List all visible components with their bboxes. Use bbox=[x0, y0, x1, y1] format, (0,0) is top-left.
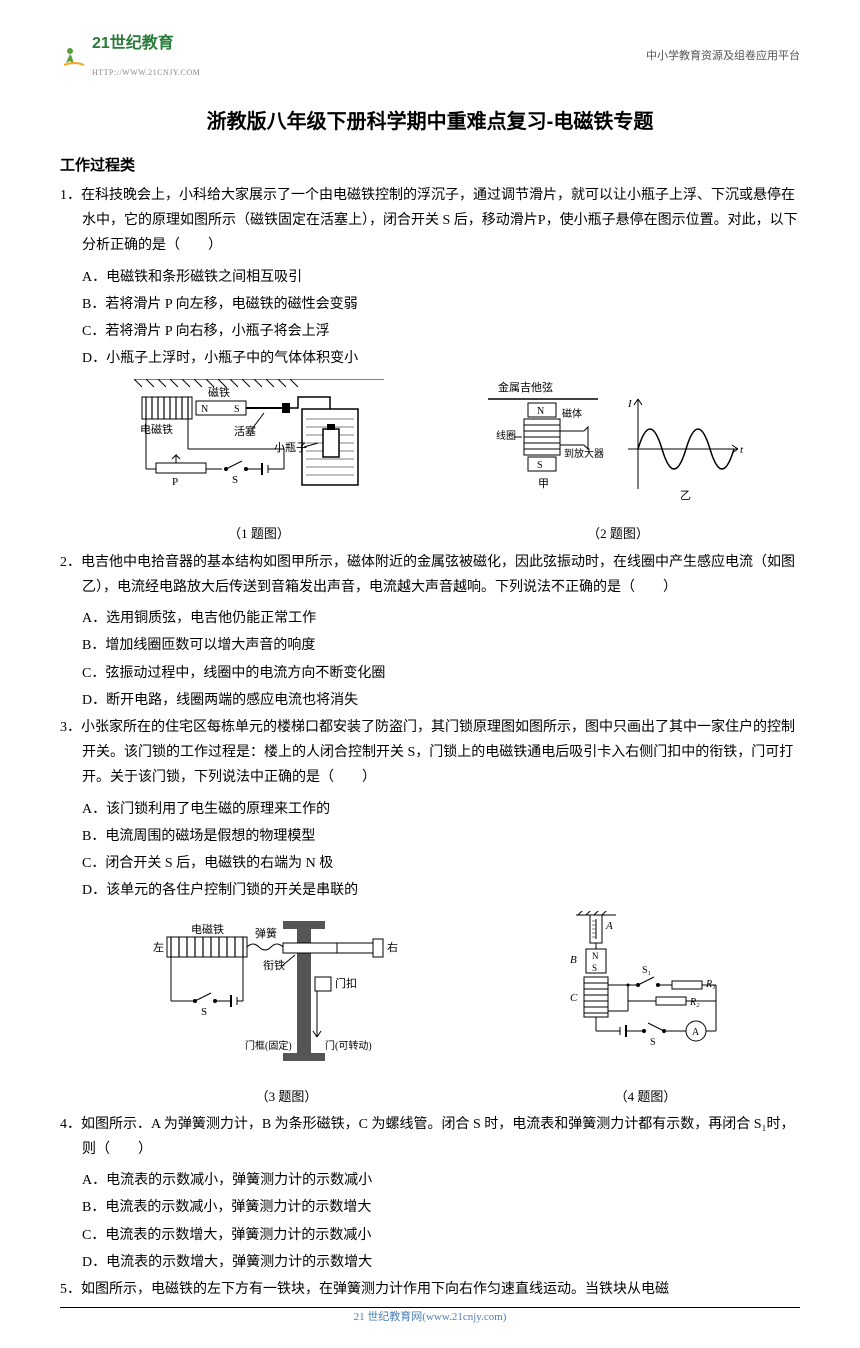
svg-text:右: 右 bbox=[387, 940, 398, 954]
svg-text:R₂: R₂ bbox=[689, 997, 700, 1008]
option: A．电流表的示数减小，弹簧测力计的示数减小 bbox=[82, 1168, 800, 1193]
question-2: 2．电吉他中电拾音器的基本结构如图甲所示，磁体附近的金属弦被磁化，因此弦振动时，… bbox=[60, 550, 800, 600]
svg-text:N: N bbox=[537, 406, 544, 417]
figure-4: A N S B C S₁ R₁ bbox=[556, 911, 736, 1108]
option: D．小瓶子上浮时，小瓶子中的气体体积变小 bbox=[82, 346, 800, 371]
question-1: 1．在科技晚会上，小科给大家展示了一个由电磁铁控制的浮沉子，通过调节滑片，就可以… bbox=[60, 183, 800, 259]
option: C．弦振动过程中，线圈中的电流方向不断变化圈 bbox=[82, 661, 800, 686]
svg-text:到放大器: 到放大器 bbox=[564, 447, 604, 460]
option: B．若将滑片 P 向左移，电磁铁的磁性会变弱 bbox=[82, 292, 800, 317]
option: C．若将滑片 P 向右移，小瓶子将会上浮 bbox=[82, 319, 800, 344]
svg-text:I: I bbox=[627, 398, 633, 410]
option: C．电流表的示数增大，弹簧测力计的示数减小 bbox=[82, 1223, 800, 1248]
svg-text:左: 左 bbox=[153, 941, 164, 954]
option: D．电流表的示数增大，弹簧测力计的示数增大 bbox=[82, 1250, 800, 1275]
page-footer: 21 世纪教育网(www.21cnjy.com) bbox=[0, 1308, 860, 1328]
svg-text:S: S bbox=[232, 474, 238, 486]
svg-text:N: N bbox=[201, 404, 208, 415]
svg-text:磁体: 磁体 bbox=[562, 407, 582, 420]
svg-text:弹簧: 弹簧 bbox=[255, 926, 277, 940]
figure-2-caption: （2 题图） bbox=[488, 522, 748, 545]
svg-text:磁铁: 磁铁 bbox=[208, 386, 230, 399]
svg-text:线圈: 线圈 bbox=[496, 429, 516, 442]
option: C．闭合开关 S 后，电磁铁的右端为 N 极 bbox=[82, 851, 800, 876]
svg-text:S: S bbox=[592, 963, 597, 973]
svg-text:S: S bbox=[201, 1006, 207, 1018]
question-stem: 如图所示，电磁铁的左下方有一铁块，在弹簧测力计作用下向右作匀速直线运动。当铁块从… bbox=[81, 1282, 669, 1297]
figure-4-caption: （4 题图） bbox=[556, 1085, 736, 1108]
option: A．电磁铁和条形磁铁之间相互吸引 bbox=[82, 265, 800, 290]
question-stem: 在科技晚会上，小科给大家展示了一个由电磁铁控制的浮沉子，通过调节滑片，就可以让小… bbox=[81, 188, 798, 253]
question-2-options: A．选用铜质弦，电吉他仍能正常工作 B．增加线圈匝数可以增大声音的响度 C．弦振… bbox=[60, 606, 800, 713]
option: A．选用铜质弦，电吉他仍能正常工作 bbox=[82, 606, 800, 631]
logo: 21世纪教育 HTTP://WWW.21CNJY.COM bbox=[60, 30, 200, 84]
svg-text:S: S bbox=[234, 404, 240, 415]
svg-text:A: A bbox=[692, 1027, 700, 1038]
question-4: 4．如图所示．A 为弹簧测力计，B 为条形磁铁，C 为螺线管。闭合 S 时，电流… bbox=[60, 1112, 800, 1162]
diagram-2: 金属吉他弦 N 磁体 线圈 S bbox=[488, 379, 748, 518]
svg-text:小瓶子: 小瓶子 bbox=[274, 440, 307, 454]
svg-text:B: B bbox=[570, 954, 577, 966]
option: B．增加线圈匝数可以增大声音的响度 bbox=[82, 633, 800, 658]
option: B．电流表的示数减小，弹簧测力计的示数增大 bbox=[82, 1195, 800, 1220]
diagram-4: A N S B C S₁ R₁ bbox=[556, 911, 736, 1080]
question-4-options: A．电流表的示数减小，弹簧测力计的示数减小 B．电流表的示数减小，弹簧测力计的示… bbox=[60, 1168, 800, 1275]
figure-2: 金属吉他弦 N 磁体 线圈 S bbox=[488, 379, 748, 546]
svg-text:电磁铁: 电磁铁 bbox=[191, 923, 224, 936]
svg-text:C: C bbox=[570, 992, 578, 1004]
question-stem: 小张家所在的住宅区每栋单元的楼梯口都安装了防盗门，其门锁原理图如图所示，图中只画… bbox=[81, 720, 795, 785]
question-stem: 电吉他中电拾音器的基本结构如图甲所示，磁体附近的金属弦被磁化，因此弦振动时，在线… bbox=[81, 555, 795, 595]
svg-text:P: P bbox=[172, 476, 178, 488]
question-3: 3．小张家所在的住宅区每栋单元的楼梯口都安装了防盗门，其门锁原理图如图所示，图中… bbox=[60, 715, 800, 791]
option: D．该单元的各住户控制门锁的开关是串联的 bbox=[82, 878, 800, 903]
figure-row-1: 电磁铁 N S 磁铁 活塞 bbox=[60, 379, 800, 546]
logo-text: 21世纪教育 HTTP://WWW.21CNJY.COM bbox=[92, 30, 200, 84]
option: A．该门锁利用了电生磁的原理来工作的 bbox=[82, 797, 800, 822]
option: D．断开电路，线圈两端的感应电流也将消失 bbox=[82, 688, 800, 713]
svg-text:A: A bbox=[605, 920, 613, 932]
option: B．电流周围的磁场是假想的物理模型 bbox=[82, 824, 800, 849]
question-number: 3． bbox=[60, 720, 81, 735]
question-5: 5．如图所示，电磁铁的左下方有一铁块，在弹簧测力计作用下向右作匀速直线运动。当铁… bbox=[60, 1277, 800, 1302]
figure-1: 电磁铁 N S 磁铁 活塞 bbox=[134, 379, 384, 546]
question-stem: 如图所示．A 为弹簧测力计，B 为条形磁铁，C 为螺线管。闭合 S 时，电流表和… bbox=[81, 1117, 794, 1157]
diagram-1: 电磁铁 N S 磁铁 活塞 bbox=[134, 379, 384, 518]
logo-icon bbox=[60, 43, 88, 71]
svg-text:甲: 甲 bbox=[538, 478, 549, 490]
page-header: 21世纪教育 HTTP://WWW.21CNJY.COM 中小学教育资源及组卷应… bbox=[60, 30, 800, 84]
diagram-3: 电磁铁 左 弹簧 衔铁 右 门扣 bbox=[147, 921, 427, 1080]
svg-text:t: t bbox=[740, 444, 744, 456]
svg-text:门(可转动): 门(可转动) bbox=[325, 1039, 372, 1052]
page-title: 浙教版八年级下册科学期中重难点复习-电磁铁专题 bbox=[60, 104, 800, 140]
svg-text:乙: 乙 bbox=[680, 489, 691, 502]
svg-text:门框(固定): 门框(固定) bbox=[245, 1039, 292, 1052]
svg-text:电磁铁: 电磁铁 bbox=[140, 423, 173, 436]
logo-text-en: HTTP://WWW.21CNJY.COM bbox=[92, 68, 200, 77]
figure-row-2: 电磁铁 左 弹簧 衔铁 右 门扣 bbox=[60, 911, 800, 1108]
svg-text:活塞: 活塞 bbox=[234, 424, 256, 438]
question-number: 4． bbox=[60, 1117, 81, 1132]
figure-3: 电磁铁 左 弹簧 衔铁 右 门扣 bbox=[147, 921, 427, 1108]
svg-text:N: N bbox=[592, 951, 599, 961]
logo-text-cn: 21世纪教育 bbox=[92, 35, 174, 52]
svg-text:衔铁: 衔铁 bbox=[263, 959, 285, 972]
svg-text:S: S bbox=[650, 1037, 656, 1048]
question-3-options: A．该门锁利用了电生磁的原理来工作的 B．电流周围的磁场是假想的物理模型 C．闭… bbox=[60, 797, 800, 904]
question-1-options: A．电磁铁和条形磁铁之间相互吸引 B．若将滑片 P 向左移，电磁铁的磁性会变弱 … bbox=[60, 265, 800, 372]
question-number: 2． bbox=[60, 555, 81, 570]
svg-text:门扣: 门扣 bbox=[335, 976, 357, 990]
section-label: 工作过程类 bbox=[60, 152, 800, 179]
svg-text:金属吉他弦: 金属吉他弦 bbox=[498, 380, 553, 394]
figure-3-caption: （3 题图） bbox=[147, 1085, 427, 1108]
svg-text:S₁: S₁ bbox=[642, 965, 651, 976]
header-right-text: 中小学教育资源及组卷应用平台 bbox=[646, 47, 800, 67]
question-number: 1． bbox=[60, 188, 81, 203]
figure-1-caption: （1 题图） bbox=[134, 522, 384, 545]
question-number: 5． bbox=[60, 1282, 81, 1297]
svg-text:S: S bbox=[537, 460, 543, 471]
